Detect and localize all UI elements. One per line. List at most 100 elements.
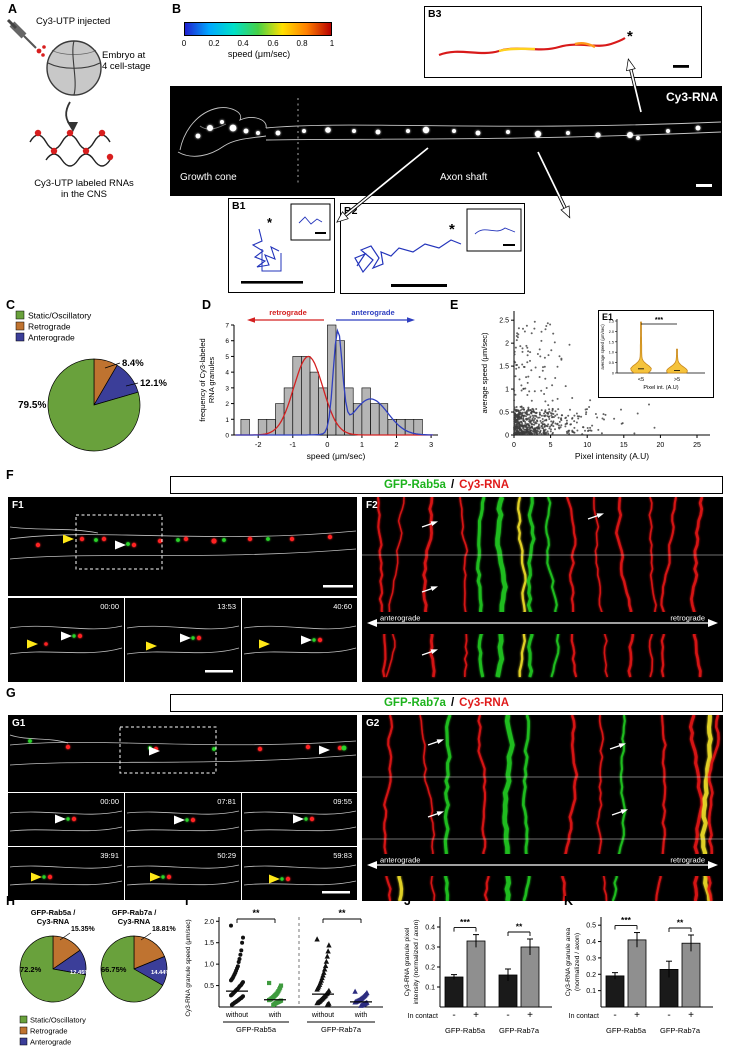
- svg-text:intensity (normalized / axon): intensity (normalized / axon): [413, 920, 420, 1005]
- panel-a-illustration: [6, 18, 114, 167]
- svg-text:<5: <5: [638, 377, 644, 383]
- svg-text:1: 1: [360, 440, 364, 449]
- svg-text:12.45%: 12.45%: [70, 970, 90, 976]
- panel-label-c: C: [6, 298, 16, 312]
- svg-text:3: 3: [225, 385, 229, 392]
- svg-text:0.5: 0.5: [204, 983, 214, 990]
- cy3-utp-injected-label: Cy3-UTP injected: [36, 16, 111, 27]
- svg-text:GFP-Rab5a: GFP-Rab5a: [236, 1025, 277, 1034]
- svg-text:In contact: In contact: [569, 1013, 599, 1020]
- svg-text:+: +: [527, 1010, 533, 1021]
- header-separator: /: [450, 697, 455, 709]
- svg-text:GFP-Rab7a /: GFP-Rab7a /: [112, 908, 158, 917]
- b1-zoom-inset: [290, 203, 331, 241]
- svg-text:0: 0: [512, 442, 516, 449]
- colorbar-tick-2: 0.4: [237, 39, 249, 48]
- colorbar-label: speed (μm/sec): [227, 49, 291, 59]
- rab7a-header: GFP-Rab7a / Cy3-RNA: [170, 694, 723, 712]
- svg-text:GFP-Rab7a: GFP-Rab7a: [499, 1026, 540, 1035]
- svg-text:In contact: In contact: [408, 1013, 438, 1020]
- svg-text:Cy3-RNA: Cy3-RNA: [118, 917, 151, 926]
- g1-overview-image: [8, 715, 357, 792]
- svg-text:13:53: 13:53: [217, 602, 236, 611]
- svg-text:frequency of Cy3-labeled: frequency of Cy3-labeled: [198, 338, 207, 421]
- svg-text:GFP-Rab5a: GFP-Rab5a: [445, 1026, 486, 1035]
- scale-bar: [673, 65, 689, 68]
- svg-text:0: 0: [225, 433, 229, 440]
- colorbar-tick-1: 0.2: [208, 39, 220, 48]
- cy3-rna-image-title: Cy3-RNA: [665, 90, 718, 104]
- svg-text:retrograde: retrograde: [670, 856, 705, 865]
- scale-bar: [696, 184, 712, 187]
- b3-speed-coded-track: *: [438, 28, 689, 68]
- svg-text:15: 15: [620, 442, 628, 449]
- svg-text:RNA granules: RNA granules: [207, 357, 216, 404]
- g1-timelapse-frame-2: 07:81: [125, 793, 241, 846]
- svg-text:without: without: [225, 1012, 248, 1019]
- panel-label-f2: F2: [366, 500, 378, 511]
- svg-text:anterograde: anterograde: [351, 308, 394, 317]
- svg-text:Anterograde: Anterograde: [30, 1038, 71, 1047]
- panel-label-d: D: [202, 298, 212, 312]
- svg-text:-: -: [452, 1010, 455, 1021]
- svg-text:0: 0: [612, 372, 614, 376]
- g1-timelapse-frame-3: 09:55: [242, 793, 357, 846]
- g1-timelapse-frame-5: 50:29: [125, 847, 241, 900]
- svg-text:(normalized / axon): (normalized / axon): [574, 933, 581, 991]
- panel-b1-inset: B1 *: [228, 198, 335, 293]
- svg-text:0: 0: [505, 433, 509, 440]
- svg-text:5: 5: [549, 442, 553, 449]
- svg-text:-: -: [506, 1010, 509, 1021]
- embryo-stage-line2: 4 cell-stage: [102, 61, 151, 72]
- svg-text:00:00: 00:00: [100, 602, 119, 611]
- svg-text:0.5: 0.5: [586, 923, 596, 930]
- cy3-rna-label: Cy3-RNA: [459, 697, 510, 709]
- rna-granules: [195, 120, 701, 140]
- svg-text:GFP-Rab7a: GFP-Rab7a: [660, 1026, 701, 1035]
- svg-text:1.5: 1.5: [609, 340, 614, 344]
- f1-timelapse-frame-2: 13:53: [125, 598, 241, 682]
- panel-label-g2: G2: [366, 718, 380, 729]
- svg-text:0.5: 0.5: [609, 361, 614, 365]
- svg-text:3: 3: [429, 440, 433, 449]
- svg-text:40:60: 40:60: [333, 602, 352, 611]
- panel-label-j: J: [404, 894, 411, 908]
- panel-label-f1: F1: [12, 500, 24, 511]
- svg-text:GFP-Rab5a /: GFP-Rab5a /: [31, 908, 77, 917]
- svg-text:66.75%: 66.75%: [101, 965, 127, 974]
- svg-text:-1: -1: [289, 440, 296, 449]
- svg-text:**: **: [516, 922, 523, 932]
- svg-text:0.1: 0.1: [586, 988, 596, 995]
- svg-text:10: 10: [583, 442, 591, 449]
- svg-text:14.44%: 14.44%: [151, 970, 171, 976]
- g1-timelapse-frame-4: 39:91: [8, 847, 124, 900]
- svg-text:2.0: 2.0: [204, 919, 214, 926]
- svg-text:***: ***: [655, 317, 663, 324]
- svg-text:Static/Oscillatory: Static/Oscillatory: [28, 311, 92, 321]
- svg-text:Cy3-RNA granule speed (μm/sec): Cy3-RNA granule speed (μm/sec): [185, 919, 192, 1016]
- svg-text:Cy3-RNA granule pixel: Cy3-RNA granule pixel: [404, 927, 411, 996]
- svg-text:Pixel int. (A.U): Pixel int. (A.U): [643, 385, 678, 391]
- b2-granule-track: *: [354, 208, 522, 287]
- svg-text:00:00: 00:00: [100, 797, 119, 806]
- svg-text:**: **: [252, 908, 260, 918]
- svg-text:+: +: [688, 1010, 694, 1021]
- speed-histogram: 0 1 2 3 4 5 6 7 -2 -1 0 1 2 3 retrograde anterograde fre…: [198, 308, 438, 461]
- svg-text:2: 2: [225, 401, 229, 408]
- svg-text:average speed (μm/sec): average speed (μm/sec): [600, 324, 605, 370]
- f2-kymograph: anterograde retrograde: [362, 497, 723, 682]
- panel-label-g1: G1: [12, 718, 26, 729]
- f1-timelapse-frame-3: 40:60: [242, 598, 357, 682]
- panel-label-b2: B2: [344, 205, 358, 217]
- track-asterisk: *: [267, 215, 273, 230]
- svg-text:with: with: [268, 1012, 282, 1019]
- rab5a-header: GFP-Rab5a / Cy3-RNA: [170, 476, 723, 494]
- colorbar-tick-5: 1: [329, 39, 335, 48]
- svg-text:5: 5: [225, 354, 229, 361]
- svg-text:+: +: [634, 1010, 640, 1021]
- svg-text:4: 4: [225, 370, 229, 377]
- svg-text:12.1%: 12.1%: [140, 378, 167, 389]
